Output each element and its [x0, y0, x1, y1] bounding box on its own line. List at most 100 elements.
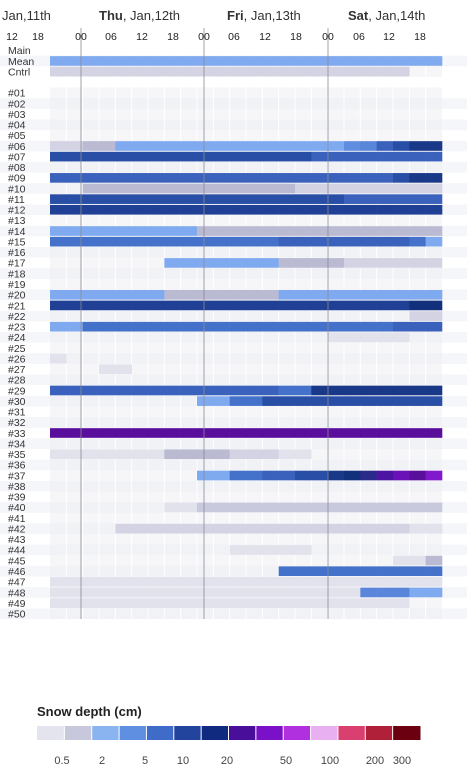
cell-11-5: [131, 194, 149, 204]
cell-48-2: [82, 587, 100, 598]
row-label-19: #19: [8, 279, 26, 291]
cell-06-16: [311, 141, 328, 151]
cell-44-14: [278, 545, 296, 555]
cell-cntrl-5: [131, 66, 149, 77]
cell-29-15: [295, 385, 312, 396]
cell-47-17: [327, 577, 345, 587]
cell-20-13: [262, 289, 279, 300]
cell-10-2: [82, 183, 100, 194]
cell-mean-20: [376, 56, 394, 66]
cell-21-5: [131, 300, 149, 311]
cell-33-3: [99, 428, 116, 438]
legend-tick-20: 20: [221, 755, 233, 767]
cell-09-9: [197, 173, 214, 183]
cell-49-19: [360, 598, 377, 608]
cell-33-20: [376, 428, 394, 438]
cell-47-9: [197, 577, 214, 587]
cell-37-15: [295, 470, 312, 481]
cell-15-19: [360, 236, 377, 247]
cell-mean-17: [327, 56, 345, 66]
cell-10-10: [213, 183, 230, 194]
cell-15-18: [344, 236, 361, 247]
cell-40-22: [409, 502, 426, 513]
cell-06-21: [393, 141, 410, 151]
cell-20-10: [213, 289, 230, 300]
cell-mean-13: [262, 56, 279, 66]
cell-21-21: [393, 300, 410, 311]
cell-11-13: [262, 194, 279, 204]
cell-48-22: [409, 587, 426, 598]
cell-21-16: [311, 300, 328, 311]
cell-20-2: [82, 289, 100, 300]
cell-30-13: [262, 396, 279, 406]
cell-21-0: [50, 300, 67, 311]
cell-07-23: [425, 151, 443, 162]
cell-mean-22: [409, 56, 426, 66]
cell-10-20: [376, 183, 394, 194]
cell-12-21: [393, 204, 410, 215]
cell-mean-18: [344, 56, 361, 66]
cell-40-17: [327, 502, 345, 513]
cell-35-5: [131, 449, 149, 460]
cell-46-17: [327, 566, 345, 576]
cell-10-5: [131, 183, 149, 194]
cell-12-14: [278, 204, 296, 215]
cell-mean-5: [131, 56, 149, 66]
cell-35-11: [229, 449, 247, 460]
cell-15-21: [393, 236, 410, 247]
cell-15-10: [213, 236, 230, 247]
cell-11-21: [393, 194, 410, 204]
row-label-21: #21: [8, 300, 26, 312]
cell-07-10: [213, 151, 230, 162]
cell-11-0: [50, 194, 67, 204]
cell-06-7: [164, 141, 181, 151]
hour-tick-10: 00: [322, 31, 334, 43]
cell-35-7: [164, 449, 181, 460]
hour-tick-0: 12: [6, 31, 18, 43]
cell-40-8: [180, 502, 198, 513]
cell-29-10: [213, 385, 230, 396]
day-label-0: Jan,11th: [2, 8, 51, 23]
cell-49-17: [327, 598, 345, 608]
row-label-23: #23: [8, 322, 26, 334]
cell-17-15: [295, 258, 312, 268]
cell-47-16: [311, 577, 328, 587]
cell-33-18: [344, 428, 361, 438]
row-label-15: #15: [8, 236, 26, 248]
row-label-27: #27: [8, 364, 26, 376]
cell-20-23: [425, 289, 443, 300]
cell-06-5: [131, 141, 149, 151]
cell-42-22: [409, 523, 426, 534]
cell-48-17: [327, 587, 345, 598]
cell-15-15: [295, 236, 312, 247]
cell-10-6: [148, 183, 165, 194]
cell-07-18: [344, 151, 361, 162]
cell-09-8: [180, 173, 198, 183]
cell-21-3: [99, 300, 116, 311]
cell-49-8: [180, 598, 198, 608]
cell-42-8: [180, 523, 198, 534]
hour-tick-1: 18: [32, 31, 44, 43]
cell-40-7: [164, 502, 181, 513]
cell-07-7: [164, 151, 181, 162]
cell-12-20: [376, 204, 394, 215]
cell-11-3: [99, 194, 116, 204]
cell-12-10: [213, 204, 230, 215]
cell-46-14: [278, 566, 296, 576]
cell-cntrl-17: [327, 66, 345, 77]
cell-29-16: [311, 385, 328, 396]
row-label-10: #10: [8, 183, 26, 195]
cell-15-5: [131, 236, 149, 247]
cell-47-11: [229, 577, 247, 587]
cell-21-8: [180, 300, 198, 311]
cell-07-14: [278, 151, 296, 162]
row-label-01: #01: [8, 88, 26, 100]
cell-42-15: [295, 523, 312, 534]
cell-33-1: [66, 428, 83, 438]
cell-30-23: [425, 396, 443, 406]
cell-12-17: [327, 204, 345, 215]
cell-23-0: [50, 321, 67, 332]
cell-20-11: [229, 289, 247, 300]
legend-swatch-1: [64, 726, 93, 740]
cell-40-19: [360, 502, 377, 513]
